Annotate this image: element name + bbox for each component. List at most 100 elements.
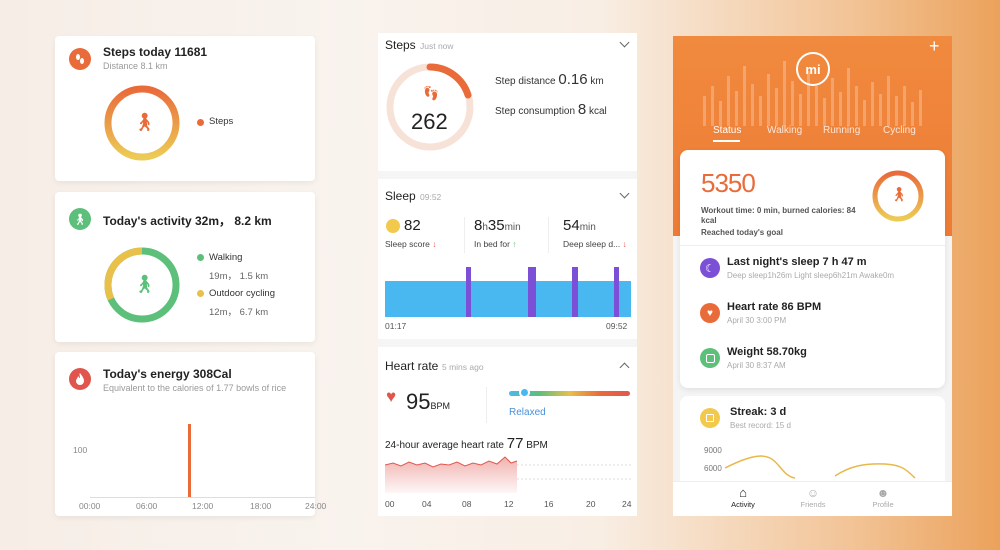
tab-walking[interactable]: Walking <box>767 125 803 136</box>
summary-card[interactable]: 5350 Workout time: 0 min, burned calorie… <box>680 150 945 388</box>
heart-x-0: 00 <box>385 499 395 509</box>
footprint-icon <box>69 48 91 70</box>
chevron-down-icon[interactable] <box>619 37 630 48</box>
streak-y-1: 6000 <box>704 464 722 473</box>
walking-label: Walking <box>209 252 243 263</box>
deep-sleep: 54min <box>563 217 596 234</box>
heart-bpm: 95BPM <box>406 389 450 414</box>
step-distance-unit: km <box>590 76 604 87</box>
tab-status-underline <box>713 140 740 142</box>
walking-icon: 🚶︎ <box>890 186 908 202</box>
nav-activity-label: Activity <box>731 500 755 509</box>
walking-icon: 🚶︎ <box>133 112 156 132</box>
heart-avg: 24-hour average heart rate 77 BPM <box>385 435 548 452</box>
bed-label: In bed for ↑ <box>474 239 517 249</box>
activity-ring <box>104 247 180 323</box>
heart-chart <box>385 456 631 493</box>
streak-y-0: 9000 <box>704 446 722 455</box>
heart-x-4: 16 <box>544 499 554 509</box>
nav-profile-label: Profile <box>872 500 894 509</box>
bed-time: 8h35min <box>474 217 521 234</box>
heart-state: Relaxed <box>509 407 546 418</box>
row-heart-title: Heart rate 86 BPM <box>727 301 822 313</box>
footsteps-icon: 👣︎ <box>422 85 440 101</box>
steps-subtitle: Distance 8.1 km <box>103 61 168 71</box>
cycling-dot <box>197 290 204 297</box>
add-button[interactable]: + <box>929 36 940 56</box>
sleep-score: 82 <box>404 217 421 234</box>
chevron-up-icon[interactable] <box>619 362 630 373</box>
nav-friends[interactable]: ☺ Friends <box>795 486 831 514</box>
step-distance-label: Step distance <box>495 76 556 87</box>
streak-chart <box>725 455 916 479</box>
step-consumption: Step consumption 8 kcal <box>495 101 607 118</box>
sleep-phase-bar <box>528 267 536 317</box>
walking-dot <box>197 254 204 261</box>
activity-card[interactable]: 🚶︎ Today's activity 32m， 8.2 km 🚶︎ Walki… <box>55 192 315 342</box>
chevron-down-icon[interactable] <box>619 188 630 199</box>
steps-count: 262 <box>411 109 448 134</box>
streak-card[interactable]: Streak: 3 d Best record: 15 d 9000 6000 <box>680 396 945 496</box>
profile-icon: ☻ <box>876 486 890 500</box>
sleep-emoji-icon <box>386 219 400 233</box>
tab-status[interactable]: Status <box>713 125 742 136</box>
left-panel: Steps today 11681 Distance 8.1 km 🚶︎ Ste… <box>55 36 342 516</box>
activity-title: Today's activity 32m， 8.2 km <box>103 214 272 228</box>
header-bars-decoration <box>703 61 922 126</box>
energy-x-3: 18:00 <box>250 501 272 511</box>
energy-subtitle: Equivalent to the calories of 1.77 bowls… <box>103 383 287 393</box>
summary-steps: 5350 <box>701 168 756 198</box>
flame-icon <box>69 368 91 390</box>
summary-workout: Workout time: 0 min, burned calories: 84… <box>701 206 856 225</box>
nav-activity[interactable]: ⌂ Activity <box>725 486 761 514</box>
heart-icon: ♥ <box>386 387 397 406</box>
right-panel: + mi Status Walking Running Cycling 5350… <box>673 36 952 516</box>
sleep-start: 01:17 <box>385 321 407 331</box>
trophy-icon <box>700 408 720 428</box>
row-sleep[interactable]: ☾ Last night's sleep 7 h 47 m Deep sleep… <box>680 250 945 294</box>
home-icon: ⌂ <box>739 485 747 500</box>
steps-card[interactable]: Steps today 11681 Distance 8.1 km 🚶︎ Ste… <box>55 36 315 181</box>
walking-detail: 19m， 1.5 km <box>209 271 269 282</box>
divider <box>464 217 465 253</box>
steps-header: Steps <box>385 38 416 52</box>
friends-icon: ☺ <box>806 486 820 500</box>
energy-card[interactable]: Today's energy 308Cal Equivalent to the … <box>55 352 326 516</box>
mi-logo: mi <box>796 52 830 86</box>
row-heart[interactable]: ♥ Heart rate 86 BPM April 30 3:00 PM <box>680 295 945 339</box>
mi-logo-text: mi <box>805 61 821 77</box>
walking-icon: 🚶︎ <box>69 208 91 230</box>
tab-cycling[interactable]: Cycling <box>883 125 916 136</box>
steps-title: Steps today 11681 <box>103 45 208 59</box>
sleep-time: 09:52 <box>420 192 442 202</box>
row-weight[interactable]: Weight 58.70kg April 30 8:37 AM <box>680 340 945 384</box>
tab-running[interactable]: Running <box>823 125 861 136</box>
middle-panel: Steps Just now 👣︎ 262 Step distance 0.16… <box>378 33 637 516</box>
heart-zone-scale <box>509 391 630 396</box>
row-sleep-title: Last night's sleep 7 h 47 m <box>727 256 867 268</box>
streak-title: Streak: 3 d <box>730 406 787 418</box>
heart-zone-marker <box>519 387 530 398</box>
energy-x-0: 00:00 <box>79 501 101 511</box>
nav-profile[interactable]: ☻ Profile <box>865 486 901 514</box>
walking-green-icon: 🚶︎ <box>133 274 156 294</box>
sleep-header: Sleep <box>385 189 416 203</box>
deep-label: Deep sleep d... ↓ <box>563 239 627 249</box>
energy-x-4: 24:00 <box>305 501 327 511</box>
sleep-end: 09:52 <box>606 321 628 331</box>
heart-header: Heart rate <box>385 359 439 373</box>
steps-legend-dot <box>197 119 204 126</box>
row-sleep-sub: Deep sleep1h26m Light sleep6h21m Awake0m <box>727 271 895 280</box>
step-distance-value: 0.16 <box>558 71 588 88</box>
sleep-section[interactable]: Sleep 09:52 82 Sleep score ↓ 8h35min In … <box>378 179 637 339</box>
step-distance: Step distance 0.16 km <box>495 71 604 88</box>
streak-sub: Best record: 15 d <box>730 421 791 430</box>
steps-section[interactable]: Steps Just now 👣︎ 262 Step distance 0.16… <box>378 33 637 171</box>
energy-baseline <box>90 497 315 498</box>
divider <box>486 387 487 423</box>
summary-goal: Reached today's goal <box>701 228 783 237</box>
energy-x-2: 12:00 <box>192 501 214 511</box>
heart-section[interactable]: Heart rate 5 mins ago ♥ 95BPM Relaxed 24… <box>378 347 637 516</box>
sleep-score-label: Sleep score ↓ <box>385 239 437 249</box>
energy-bar <box>188 424 191 497</box>
